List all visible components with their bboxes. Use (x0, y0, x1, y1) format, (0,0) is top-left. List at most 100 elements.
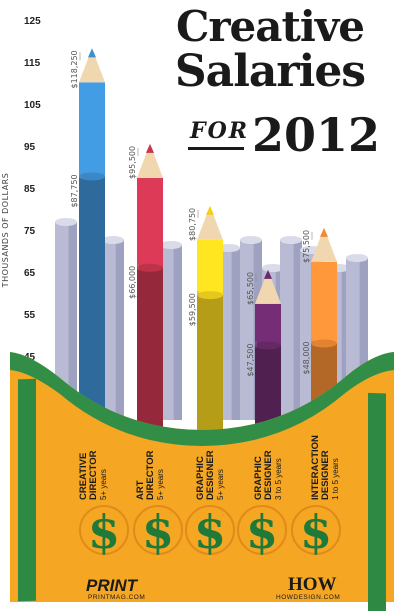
category-label-4: GRAPHIC DESIGNER 3 to 5 years (253, 450, 283, 500)
value-label-high: $80,750 (188, 208, 197, 241)
grey-pencil-shade (115, 240, 124, 420)
pencil-upper-body (79, 82, 105, 177)
grey-pencil-end (240, 236, 262, 244)
category-line-2: DESIGNER (263, 450, 274, 500)
pencil-upper-body (255, 303, 281, 346)
dollar-icon-glyph: $ (88, 505, 120, 559)
pencil-band (137, 263, 163, 272)
crayon-box (10, 352, 394, 611)
pencil-wood (137, 143, 163, 178)
pencil-upper-body (197, 239, 223, 296)
value-label-high: $75,500 (302, 230, 311, 263)
y-tick-label: 45 (24, 352, 36, 363)
value-label-high: $95,500 (128, 146, 137, 179)
grey-pencil-shade (293, 240, 302, 420)
title-year: 2012 (252, 108, 381, 162)
y-tick-label: 85 (24, 184, 36, 195)
category-line-1: INTERACTION (310, 435, 321, 500)
value-label-low: $59,500 (188, 293, 197, 326)
pencil-lower-body (197, 295, 223, 430)
y-tick-label: 65 (24, 268, 36, 279)
category-line-2: DIRECTOR (88, 450, 99, 500)
pencil-wood (311, 227, 337, 262)
y-tick-label: 125 (24, 16, 41, 27)
category-line-2: DIRECTOR (145, 450, 156, 500)
category-years: 5+ years (216, 469, 225, 500)
category-label-2: ART DIRECTOR 5+ years (135, 450, 165, 500)
value-label-high: $65,500 (246, 272, 255, 305)
value-label-low: $66,000 (128, 266, 137, 299)
print-url: PRINTMAG.COM (88, 594, 146, 601)
category-line-2: DESIGNER (205, 450, 216, 500)
category-years: 5+ years (99, 469, 108, 500)
grey-pencil-end (262, 264, 284, 272)
pencil-4: $65,500 $47,500 (246, 269, 281, 430)
grey-pencil-end (280, 236, 302, 244)
box-footer-band (40, 565, 364, 602)
pencil-band (255, 341, 281, 350)
grey-pencil-shade (173, 245, 182, 420)
y-tick-label: 55 (24, 310, 36, 321)
salary-pencils: $118,250 $87,750 $95,500 $66,000 $80,750 $59,… (70, 48, 337, 430)
category-years: 1 to 5 years (331, 458, 340, 500)
grey-pencil-shade (68, 222, 77, 420)
dollar-icon (185, 505, 235, 555)
category-years: 3 to 5 years (274, 458, 283, 500)
grey-pencil-shade (341, 268, 350, 420)
dollar-icon-glyph: $ (246, 505, 278, 559)
y-tick-label: 75 (24, 226, 36, 237)
pencil-tip (320, 227, 328, 237)
category-line-1: ART (135, 480, 146, 500)
pencil-wood (79, 48, 105, 83)
title-underline (188, 147, 244, 150)
grey-pencil-end (102, 236, 124, 244)
y-tick-label: 105 (24, 100, 41, 111)
category-years: 5+ years (156, 469, 165, 500)
grey-pencil-end (346, 254, 368, 262)
category-line-1: GRAPHIC (253, 456, 264, 500)
y-axis-title: THOUSANDS OF DOLLARS (1, 173, 10, 289)
title-for: FOR (190, 118, 250, 144)
value-label-low: $48,000 (302, 341, 311, 374)
value-label-low: $47,500 (246, 344, 255, 377)
dollar-icon-glyph: $ (142, 505, 174, 559)
y-tick-label: 115 (24, 58, 41, 69)
title-line-1: Creative (176, 2, 365, 51)
pencil-2: $95,500 $66,000 (128, 143, 163, 430)
box-stripe-right (368, 392, 386, 611)
pencil-wood (255, 269, 281, 304)
pencil-tip (88, 48, 96, 58)
pencil-band (79, 172, 105, 181)
dollar-icon-glyph: $ (194, 505, 226, 559)
print-logo: PRINT (86, 576, 137, 595)
dollar-icon (79, 505, 129, 555)
pencil-lower-body (255, 345, 281, 430)
category-labels: CREATIVE DIRECTOR 5+ years ART DIRECTOR 5+ ye… (78, 435, 340, 500)
pencil-tip (146, 143, 154, 153)
category-line-2: DESIGNER (320, 450, 331, 500)
box-rim (10, 352, 394, 446)
how-logo: HOW (288, 574, 337, 595)
grey-pencil-end (218, 244, 240, 252)
pencil-band (311, 339, 337, 348)
dollar-icon-glyph: $ (300, 505, 332, 559)
category-label-3: GRAPHIC DESIGNER 5+ years (195, 450, 225, 500)
pencil-tip (264, 269, 272, 279)
category-label-1: CREATIVE DIRECTOR 5+ years (78, 450, 108, 500)
category-label-5: INTERACTION DESIGNER 1 to 5 years (310, 435, 340, 500)
pencil-wood (197, 205, 223, 240)
dollar-icons: $ $ $ $ $ (79, 505, 341, 559)
grey-pencil-end (160, 241, 182, 249)
dollar-icon (237, 505, 287, 555)
pencil-band (197, 291, 223, 300)
grey-pencil-shade (231, 248, 240, 420)
how-url: HOWDESIGN.COM (276, 594, 341, 601)
y-tick-label: 95 (24, 142, 36, 153)
pencil-3: $80,750 $59,500 (188, 205, 223, 430)
value-label-low: $87,750 (70, 174, 79, 207)
value-label-high: $118,250 (70, 50, 79, 88)
pencil-upper-body (311, 261, 337, 344)
y-axis: THOUSANDS OF DOLLARS 125 115 105 95 85 75 65 55 4… (1, 16, 41, 363)
pencil-lower-body (137, 267, 163, 430)
